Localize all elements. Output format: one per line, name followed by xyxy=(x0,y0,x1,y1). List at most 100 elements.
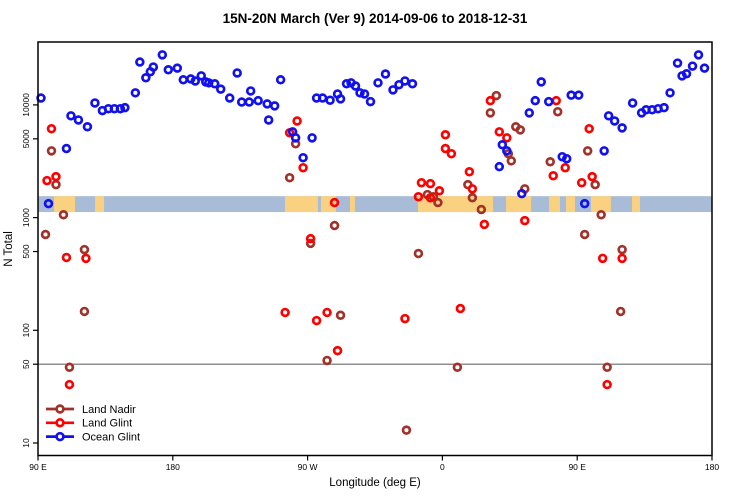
point-ocean-glint xyxy=(244,97,254,107)
point-ocean-glint xyxy=(135,57,145,67)
point-land-glint xyxy=(425,178,436,189)
point-land-glint xyxy=(413,192,424,202)
point-land-glint xyxy=(46,123,57,134)
point-land-nadir xyxy=(46,146,57,156)
point-land-nadir xyxy=(476,204,487,215)
point-land-glint xyxy=(416,177,427,188)
point-land-glint xyxy=(51,171,61,182)
point-ocean-glint xyxy=(617,123,627,133)
point-land-nadir xyxy=(79,244,90,255)
point-ocean-glint xyxy=(172,63,183,73)
point-ocean-glint xyxy=(380,69,391,79)
point-ocean-glint xyxy=(561,153,572,164)
plot-content: 90 E 180 90 W 0 90 E 180 10 50 100 500 1000 5000 100… xyxy=(21,41,719,472)
point-ocean-glint xyxy=(603,111,614,121)
point-land-glint xyxy=(502,133,512,143)
point-ocean-glint xyxy=(43,198,54,209)
point-land-nadir xyxy=(58,209,69,220)
point-ocean-glint xyxy=(566,90,576,100)
point-ocean-glint xyxy=(407,79,418,89)
point-ocean-glint xyxy=(335,94,346,104)
latitude-band-land xyxy=(95,196,105,213)
point-land-nadir xyxy=(602,362,612,373)
point-land-glint xyxy=(292,116,302,126)
y-tick-label: 100 xyxy=(21,323,31,337)
point-ocean-glint xyxy=(325,95,335,105)
legend-marker-circle xyxy=(55,431,65,442)
point-land-glint xyxy=(42,175,52,186)
latitude-band-land xyxy=(632,196,640,213)
point-land-glint xyxy=(446,148,457,159)
point-land-glint xyxy=(597,253,608,264)
latitude-band-land xyxy=(565,196,575,213)
x-tick-label: 90 E xyxy=(29,462,47,472)
point-land-glint xyxy=(280,307,290,318)
point-ocean-glint xyxy=(307,133,317,143)
point-ocean-glint xyxy=(579,198,590,209)
point-ocean-glint xyxy=(232,68,242,78)
point-ocean-glint xyxy=(90,98,100,108)
point-land-nadir xyxy=(329,220,340,231)
point-land-glint xyxy=(551,95,561,106)
point-ocean-glint xyxy=(73,115,84,125)
point-ocean-glint xyxy=(517,188,527,199)
point-ocean-glint xyxy=(66,111,76,121)
point-ocean-glint xyxy=(215,84,226,94)
point-land-glint xyxy=(548,171,558,181)
point-land-glint xyxy=(464,167,475,177)
latitude-band-ocean xyxy=(38,196,712,213)
x-tick-label: 180 xyxy=(705,462,719,472)
point-land-glint xyxy=(617,253,627,264)
point-land-glint xyxy=(602,379,612,390)
point-ocean-glint xyxy=(224,93,235,103)
point-land-glint xyxy=(440,143,451,154)
point-land-nadir xyxy=(433,197,443,208)
point-land-nadir xyxy=(579,229,590,240)
point-land-glint xyxy=(587,171,597,182)
point-ocean-glint xyxy=(275,75,286,85)
point-land-glint xyxy=(479,219,490,230)
point-ocean-glint xyxy=(494,161,505,172)
point-land-glint xyxy=(467,184,478,194)
point-ocean-glint xyxy=(190,76,201,86)
point-land-glint xyxy=(434,186,445,196)
x-tick-label: 90 W xyxy=(298,462,318,472)
point-land-nadir xyxy=(596,209,606,220)
point-land-nadir xyxy=(40,229,51,240)
point-ocean-glint xyxy=(178,75,189,85)
point-ocean-glint xyxy=(373,78,383,88)
y-tick-label: 50 xyxy=(21,359,31,369)
point-ocean-glint xyxy=(298,152,308,163)
point-ocean-glint xyxy=(350,81,361,91)
point-ocean-glint xyxy=(609,116,620,126)
point-ocean-glint xyxy=(536,77,547,87)
point-land-glint xyxy=(455,303,466,314)
point-ocean-glint xyxy=(524,108,535,118)
point-ocean-glint xyxy=(530,95,541,106)
y-tick-label: 500 xyxy=(21,244,31,258)
point-ocean-glint xyxy=(148,62,159,72)
point-ocean-glint xyxy=(209,79,220,89)
point-land-nadir xyxy=(335,310,346,321)
latitude-band-land xyxy=(349,196,355,213)
point-ocean-glint xyxy=(163,65,174,75)
point-land-glint xyxy=(485,95,496,106)
point-land-nadir xyxy=(284,172,295,183)
point-land-glint xyxy=(322,307,332,318)
point-land-nadir xyxy=(79,306,90,317)
point-ocean-glint xyxy=(157,50,168,60)
point-land-glint xyxy=(329,197,340,208)
point-ocean-glint xyxy=(672,58,683,68)
point-land-glint xyxy=(81,253,91,264)
point-land-glint xyxy=(311,315,322,326)
point-ocean-glint xyxy=(262,99,272,109)
legend-item-label: Land Nadir xyxy=(82,404,136,416)
point-land-nadir xyxy=(401,425,412,435)
plot-border xyxy=(37,41,713,457)
latitude-band-land xyxy=(590,196,611,213)
point-ocean-glint xyxy=(269,101,280,111)
point-ocean-glint xyxy=(388,85,398,95)
point-ocean-glint xyxy=(502,146,512,156)
point-ocean-glint xyxy=(290,133,301,143)
